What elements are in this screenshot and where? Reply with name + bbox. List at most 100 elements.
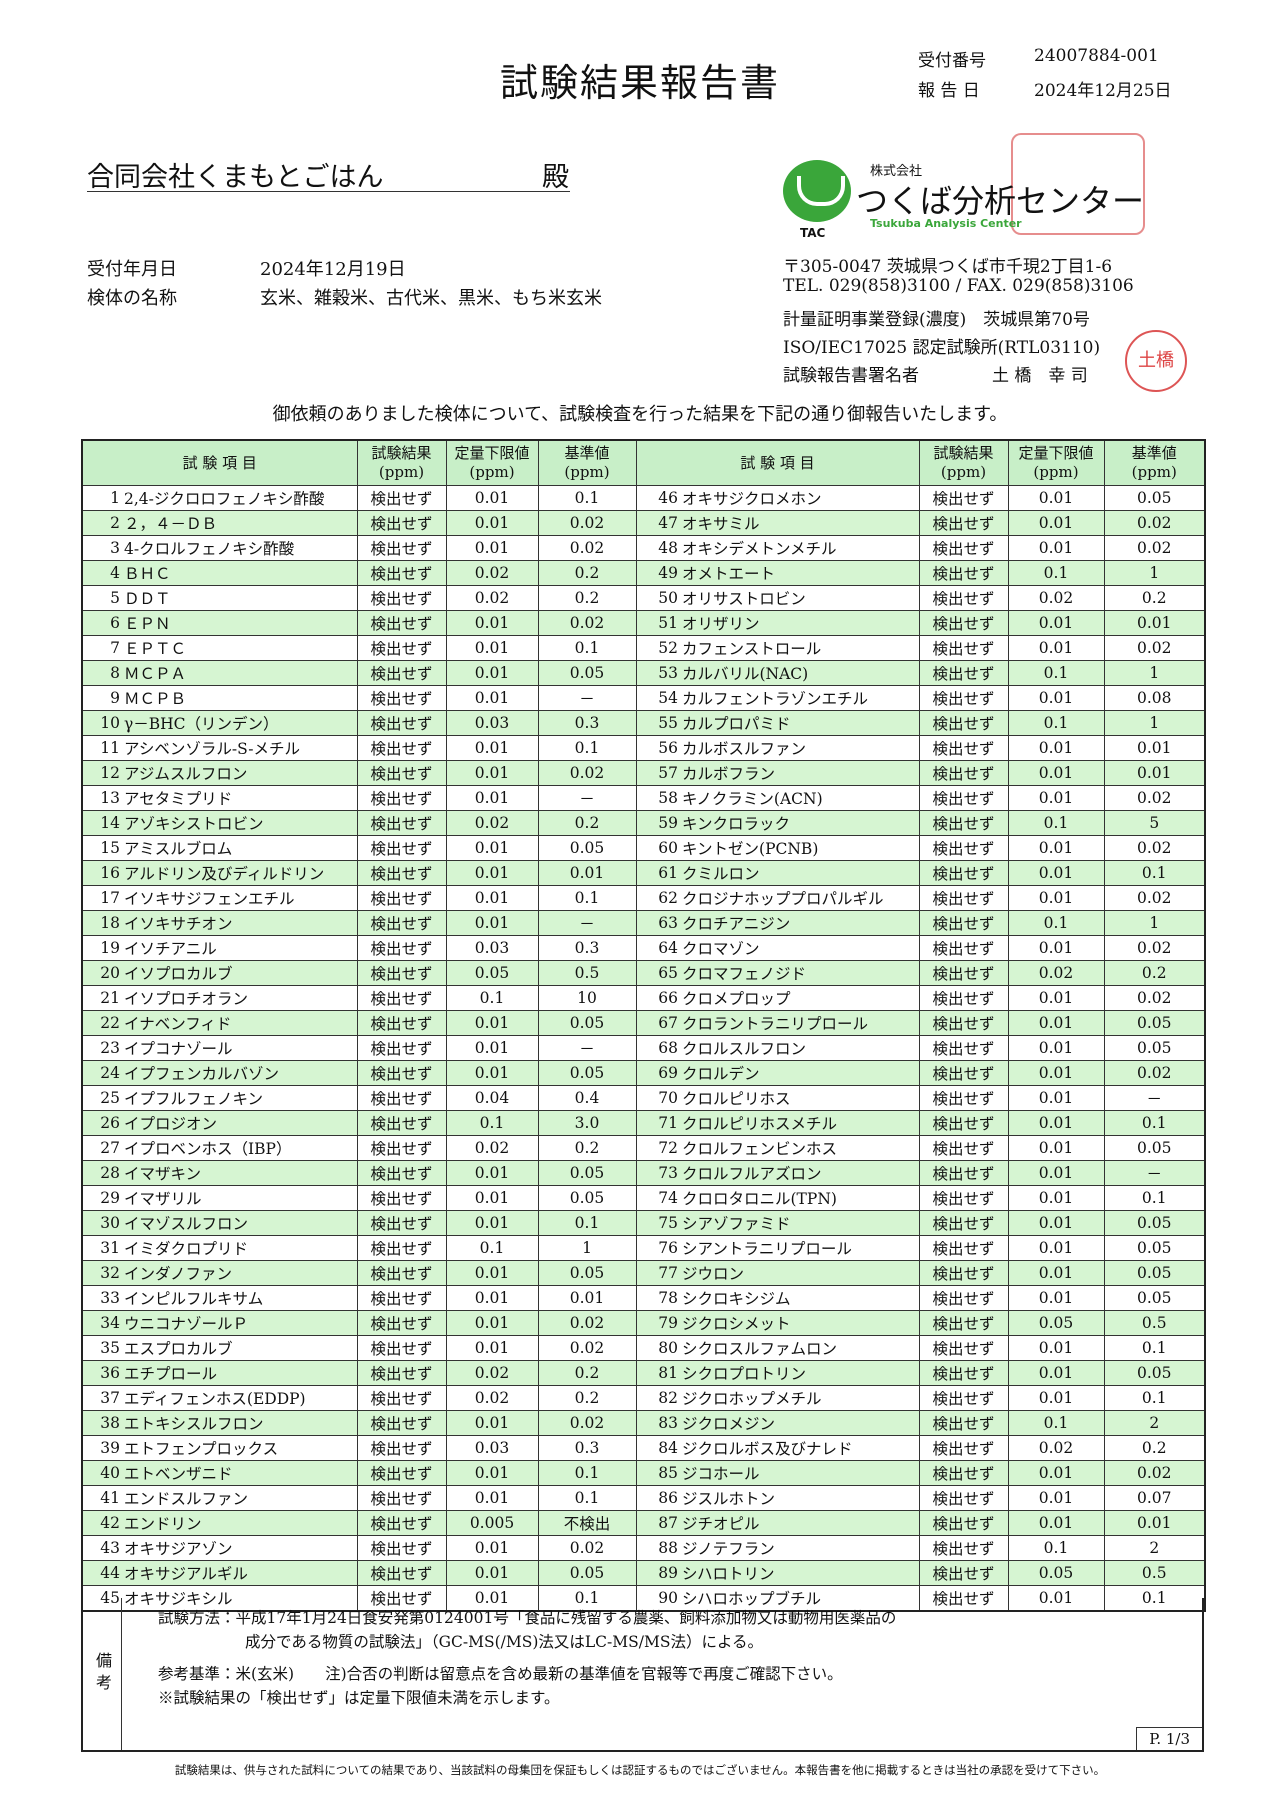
- quantitation-limit: 0.01: [445, 1210, 539, 1236]
- item-name: クロロタロニル(TPN): [680, 1185, 920, 1211]
- result: 検出せず: [918, 1585, 1009, 1612]
- quantitation-limit: 0.1: [1007, 1535, 1105, 1561]
- item-number: 83: [635, 1410, 680, 1436]
- quantitation-limit: 0.01: [1007, 760, 1105, 786]
- item-number: 79: [635, 1310, 680, 1336]
- quantitation-limit: 0.01: [1007, 885, 1105, 911]
- standard: 1: [537, 1235, 637, 1261]
- item-name: カルボフラン: [680, 760, 920, 786]
- item-name: ＭＣＰＢ: [122, 685, 358, 711]
- item-number: 70: [635, 1085, 680, 1111]
- table-row: 41 エンドスルファン 検出せず 0.01 0.1 86 ジスルホトン 検出せず 0.01 0.0…: [81, 1485, 1206, 1511]
- quantitation-limit: 0.01: [445, 660, 539, 686]
- item-number: 6: [81, 610, 122, 636]
- result: 検出せず: [918, 1510, 1009, 1536]
- quantitation-limit: 0.01: [1007, 535, 1105, 561]
- table-row: 33 インピルフルキサム 検出せず 0.01 0.01 78 シクロキシジム 検出せず 0.01…: [81, 1285, 1206, 1311]
- quantitation-limit: 0.01: [445, 1410, 539, 1436]
- quantitation-limit: 0.01: [445, 1485, 539, 1511]
- item-number: 78: [635, 1285, 680, 1311]
- header-text: 基準値: [1131, 444, 1177, 462]
- item-name: アゾキシストロビン: [122, 810, 358, 836]
- quantitation-limit: 0.01: [1007, 1260, 1105, 1286]
- standard: 0.1: [537, 1585, 637, 1612]
- report-date: 2024年12月25日: [1034, 81, 1172, 101]
- item-number: 24: [81, 1060, 122, 1086]
- standard: 0.07: [1103, 1485, 1206, 1511]
- standard: 0.01: [537, 860, 637, 886]
- standard: 0.2: [537, 810, 637, 836]
- standard: 0.1: [1103, 860, 1206, 886]
- item-name: カルボスルファン: [680, 735, 920, 761]
- item-number: 63: [635, 910, 680, 936]
- item-number: 51: [635, 610, 680, 636]
- quantitation-limit: 0.01: [1007, 1110, 1105, 1136]
- quantitation-limit: 0.1: [1007, 810, 1105, 836]
- item-name: イプフェンカルバゾン: [122, 1060, 358, 1086]
- item-name: イミダクロプリド: [122, 1235, 358, 1261]
- receipt-no: 24007884-001: [1034, 46, 1159, 66]
- quantitation-limit: 0.05: [1007, 1560, 1105, 1586]
- item-number: 85: [635, 1460, 680, 1486]
- item-number: 68: [635, 1035, 680, 1061]
- item-number: 76: [635, 1235, 680, 1261]
- item-number: 43: [81, 1535, 122, 1561]
- item-name: オリサストロビン: [680, 585, 920, 611]
- result: 検出せず: [356, 885, 447, 911]
- result: 検出せず: [356, 1460, 447, 1486]
- item-name: オメトエート: [680, 560, 920, 586]
- item-number: 90: [635, 1585, 680, 1612]
- item-number: 5: [81, 585, 122, 611]
- item-name: イソプロチオラン: [122, 985, 358, 1011]
- standard: 不検出: [537, 1510, 637, 1536]
- standard: 0.05: [537, 1060, 637, 1086]
- company-name-en: Tsukuba Analysis Center: [870, 217, 1022, 230]
- result: 検出せず: [356, 560, 447, 586]
- result: 検出せず: [918, 560, 1009, 586]
- header-cell: 基準値 (ppm): [537, 439, 637, 486]
- quantitation-limit: 0.01: [445, 485, 539, 511]
- standard: 2: [1103, 1535, 1206, 1561]
- standard: 2: [1103, 1410, 1206, 1436]
- standard: 0.02: [537, 760, 637, 786]
- header-unit: (ppm): [378, 463, 425, 481]
- standard: 0.3: [537, 710, 637, 736]
- item-name: ジクロホップメチル: [680, 1385, 920, 1411]
- quantitation-limit: 0.01: [1007, 685, 1105, 711]
- item-number: 22: [81, 1010, 122, 1036]
- table-row: 26 イプロジオン 検出せず 0.1 3.0 71 クロルピリホスメチル 検出せず 0.01 0.…: [81, 1110, 1206, 1136]
- standard: 0.01: [537, 1285, 637, 1311]
- item-name: アルドリン及びディルドリン: [122, 860, 358, 886]
- standard: 0.05: [1103, 1360, 1206, 1386]
- item-number: 35: [81, 1335, 122, 1361]
- table-row: 1 2,4-ジクロロフェノキシ酢酸 検出せず 0.01 0.1 46 オキサジクロメホン 検出…: [81, 485, 1206, 511]
- title: 試験結果報告書: [499, 61, 780, 105]
- quantitation-limit: 0.01: [1007, 1460, 1105, 1486]
- standard: 0.05: [1103, 485, 1206, 511]
- standard: 0.3: [537, 935, 637, 961]
- quantitation-limit: 0.01: [445, 885, 539, 911]
- result: 検出せず: [918, 635, 1009, 661]
- quantitation-limit: 0.01: [1007, 1010, 1105, 1036]
- logo: [783, 160, 851, 222]
- header-cell: 定量下限値 (ppm): [1007, 439, 1105, 486]
- result: 検出せず: [356, 1135, 447, 1161]
- result: 検出せず: [918, 1535, 1009, 1561]
- result: 検出せず: [918, 810, 1009, 836]
- standard: 0.1: [537, 1485, 637, 1511]
- item-name: シアゾファミド: [680, 1210, 920, 1236]
- item-name: イプフルフェノキン: [122, 1085, 358, 1111]
- item-number: 48: [635, 535, 680, 561]
- item-number: 75: [635, 1210, 680, 1236]
- result: 検出せず: [918, 1235, 1009, 1261]
- standard: 0.1: [537, 735, 637, 761]
- quantitation-limit: 0.01: [1007, 610, 1105, 636]
- item-name: シハロホップブチル: [680, 1585, 920, 1612]
- item-number: 53: [635, 660, 680, 686]
- table-row: 31 イミダクロプリド 検出せず 0.1 1 76 シアントラニリプロール 検出せず 0.01 0…: [81, 1235, 1206, 1261]
- item-name: ＥＰＴＣ: [122, 635, 358, 661]
- item-number: 62: [635, 885, 680, 911]
- item-name: シハロトリン: [680, 1560, 920, 1586]
- item-name: イソチアニル: [122, 935, 358, 961]
- table-row: 39 エトフェンプロックス 検出せず 0.03 0.3 84 ジクロルボス及びナレド 検出せず…: [81, 1435, 1206, 1461]
